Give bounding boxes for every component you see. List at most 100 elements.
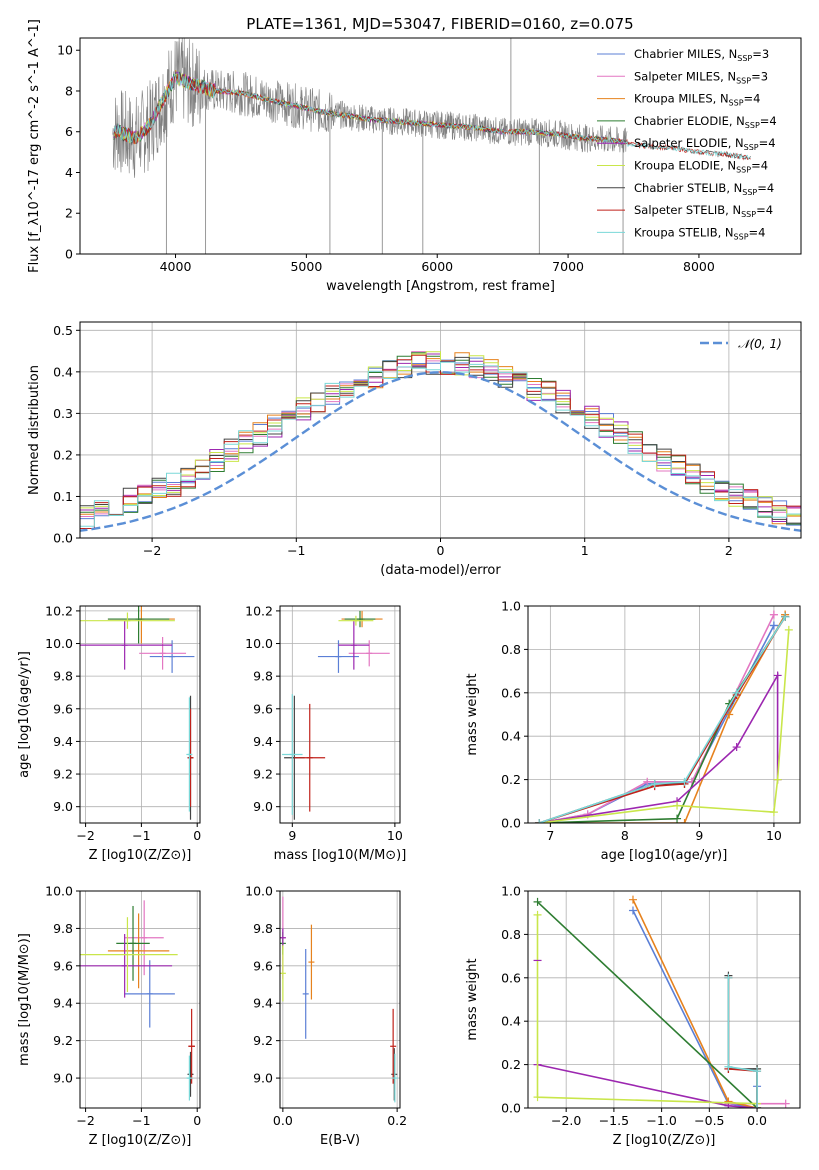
histogram-step: [80, 353, 801, 522]
axes-frame: [79, 605, 201, 824]
plot-area: [280, 896, 398, 1103]
x-tick-label: −1: [132, 1113, 150, 1128]
cumulative-line: [727, 975, 758, 1108]
legend-entry: Salpeter ELODIE, NSSP=4: [634, 136, 776, 152]
x-tick-label: 6000: [421, 259, 453, 274]
plus-marker: [724, 1062, 733, 1071]
x-tick-label: −0.5: [694, 1113, 724, 1128]
y-tick-label: 9.8: [253, 669, 273, 684]
x-tick-label: 0: [437, 543, 445, 558]
y-tick-label: 10.2: [245, 603, 273, 618]
x-tick-label: 0.2: [387, 1113, 407, 1128]
x-tick-label: 0: [193, 828, 201, 843]
x-tick-label: 0.0: [747, 1113, 767, 1128]
x-tick-label: 5000: [290, 259, 322, 274]
y-tick-label: 9.2: [53, 1033, 73, 1048]
cumulative-line: [539, 672, 779, 823]
y-tick-label: 0.0: [53, 531, 73, 546]
plus-marker: [650, 779, 659, 788]
y-tick-label: 9.0: [53, 1071, 73, 1086]
cumulative-line: [538, 616, 786, 823]
y-tick-label: 9.8: [53, 921, 73, 936]
y-tick-label: 9.6: [253, 958, 273, 973]
y-tick-label: 0.0: [501, 1101, 521, 1116]
y-tick-label: 0.4: [501, 1014, 521, 1029]
histogram-step: [80, 356, 801, 530]
histogram-step: [80, 357, 801, 529]
plus-marker: [724, 973, 733, 982]
y-tick-label: 1.0: [501, 599, 521, 614]
x-tick-label: 8000: [683, 259, 715, 274]
plus-marker: [769, 610, 778, 619]
y-tick-label: 9.4: [53, 734, 73, 749]
y-tick-label: 9.4: [53, 996, 73, 1011]
legend-entry: Kroupa ELODIE, NSSP=4: [634, 159, 768, 175]
y-tick-label: 0.8: [501, 642, 521, 657]
axes-frame: [279, 605, 401, 824]
y-axis-label: Normed distribution: [27, 365, 42, 495]
y-tick-label: 10.2: [45, 603, 73, 618]
x-tick-label: −2: [76, 1113, 94, 1128]
y-tick-label: 0.6: [501, 970, 521, 985]
x-axis-label: Z [log10(Z/Z⊙)]: [89, 1133, 192, 1148]
legend-entry: Kroupa STELIB, NSSP=4: [634, 225, 765, 241]
y-tick-label: 9.4: [253, 734, 273, 749]
cumulative-line: [536, 914, 758, 1108]
plus-marker: [673, 814, 682, 823]
legend-entry: Chabrier MILES, NSSP=3: [634, 47, 769, 63]
chart-spectrum: Chabrier MILES, NSSP=3 Salpeter MILES, NS…: [27, 19, 802, 294]
y-tick-label: 2: [65, 206, 73, 221]
y-tick-label: 9.6: [53, 958, 73, 973]
x-tick-label: −2: [76, 828, 94, 843]
x-axis-label: wavelength [Angstrom, rest frame]: [326, 279, 555, 294]
y-tick-label: 8: [65, 83, 73, 98]
y-tick-label: 9.4: [253, 996, 273, 1011]
y-tick-label: 0.2: [501, 772, 521, 787]
cumulative-line: [632, 899, 758, 1108]
y-tick-label: 0.8: [501, 927, 521, 942]
y-tick-label: 9.2: [53, 767, 73, 782]
plot-area: [535, 610, 793, 823]
y-tick-label: 0.2: [53, 447, 73, 462]
plot-area: [80, 351, 801, 532]
chart-age_vs_Z: −2 −1 0 9.0 9.2 9.4 9.6 9.8 10.0 10.2 Z [log10(Z/Z…: [17, 603, 201, 863]
axes-frame: [527, 605, 801, 824]
cumulative-line: [539, 616, 786, 823]
y-tick-label: 9.8: [253, 921, 273, 936]
spectrum-data-line: [112, 38, 628, 178]
axes-frame: [279, 890, 401, 1109]
plus-marker: [769, 621, 778, 630]
y-tick-label: 6: [65, 124, 73, 139]
y-tick-label: 0.5: [53, 323, 73, 338]
y-axis-label: Flux [f_λ10^-17 erg cm^-2 s^-1 A^-1]: [27, 19, 42, 273]
y-tick-label: 9.0: [53, 799, 73, 814]
x-axis-label: Z [log10(Z/Z⊙)]: [613, 1133, 716, 1148]
plus-marker: [680, 777, 689, 786]
x-tick-label: 4000: [160, 259, 192, 274]
model-line: [113, 72, 751, 161]
legend: 𝒩(0, 1): [700, 337, 782, 351]
plus-marker: [732, 743, 741, 752]
cumulative-line: [536, 901, 758, 1108]
plus-marker: [784, 625, 793, 634]
legend-entry: Chabrier ELODIE, NSSP=4: [634, 114, 777, 130]
y-tick-label: 9.6: [53, 701, 73, 716]
plot-area: [533, 895, 790, 1108]
plus-marker: [781, 612, 790, 621]
cumulative-line: [539, 614, 786, 823]
plus-marker: [753, 1104, 762, 1108]
axes-frame: [527, 890, 801, 1109]
x-tick-label: −2.0: [551, 1113, 581, 1128]
y-tick-label: 9.2: [253, 1033, 273, 1048]
y-tick-label: 9.6: [253, 701, 273, 716]
x-tick-label: 0: [193, 1113, 201, 1128]
y-axis-label: mass [log10(M/M⊙)]: [17, 933, 32, 1066]
plus-marker: [680, 819, 689, 823]
chart-cumulative_age: 7 8 9 10 0.0 0.2 0.4 0.6 0.8 1.0 age [log10(age/yr…: [465, 599, 801, 863]
x-tick-label: −1.5: [599, 1113, 629, 1128]
plus-marker: [769, 808, 778, 817]
axes-frame: [79, 890, 201, 1109]
y-tick-label: 0.3: [53, 406, 73, 421]
histogram-step: [80, 361, 801, 527]
